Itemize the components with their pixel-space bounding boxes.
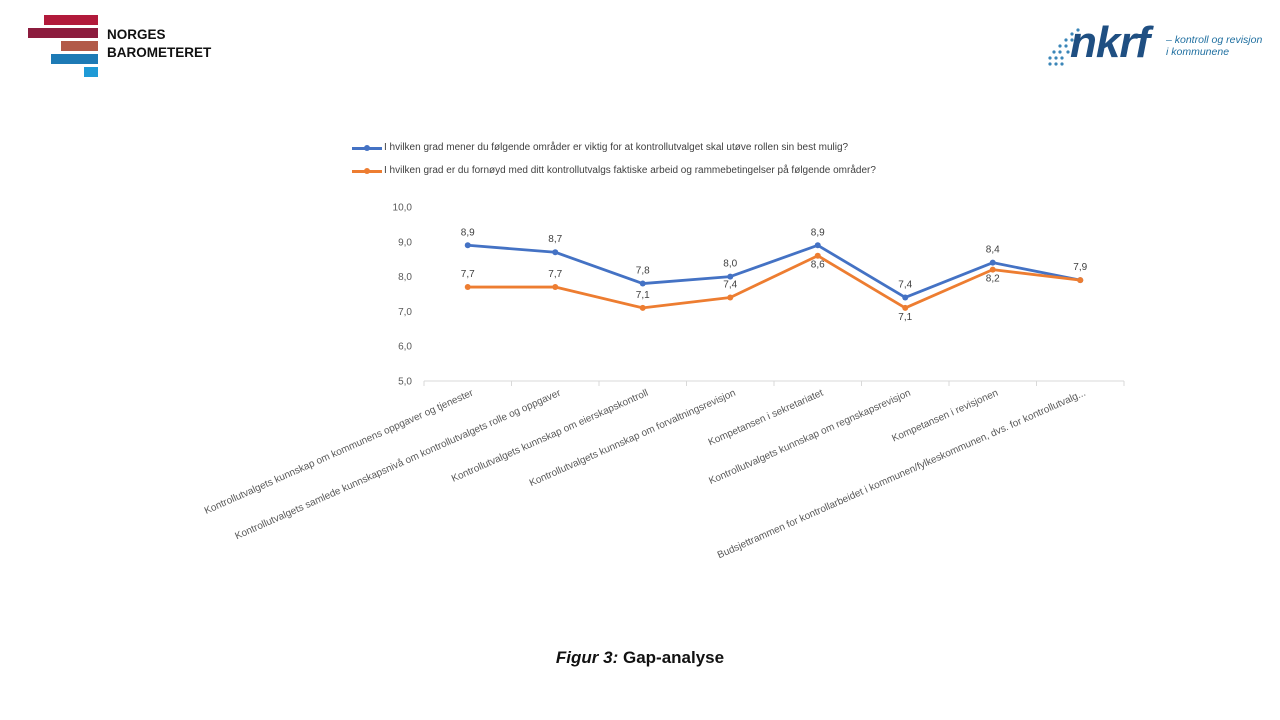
legend-swatch bbox=[352, 166, 382, 176]
legend-swatch bbox=[352, 143, 382, 153]
data-label: 7,1 bbox=[898, 312, 912, 323]
logo-bar bbox=[28, 28, 98, 38]
logo-bar bbox=[51, 54, 98, 64]
data-label: 8,2 bbox=[986, 274, 1000, 285]
data-point-2 bbox=[639, 304, 646, 311]
norgesbarometeret-logo: NORGES BAROMETERET bbox=[28, 14, 228, 84]
y-tick-label: 9,0 bbox=[398, 237, 412, 248]
data-label: 7,8 bbox=[636, 266, 650, 277]
data-point-2 bbox=[1077, 277, 1084, 284]
logo-tagline-line1: – kontroll og revisjon bbox=[1166, 34, 1263, 46]
series-line-2 bbox=[467, 254, 1081, 310]
legend-label: I hvilken grad er du fornøyd med ditt ko… bbox=[384, 165, 876, 176]
logo-line2: BAROMETERET bbox=[107, 45, 212, 60]
data-label: 8,6 bbox=[811, 260, 825, 271]
data-label: 7,4 bbox=[898, 279, 912, 290]
legend-marker bbox=[364, 144, 370, 151]
data-label: 7,4 bbox=[723, 279, 737, 290]
data-point-1 bbox=[727, 273, 734, 280]
data-label: 7,7 bbox=[461, 269, 475, 280]
logo-bar bbox=[44, 15, 98, 25]
data-point-1 bbox=[552, 249, 559, 256]
data-label: 8,7 bbox=[548, 234, 562, 245]
data-point-2 bbox=[902, 304, 909, 311]
data-point-2 bbox=[464, 284, 471, 291]
data-label: 8,0 bbox=[723, 259, 737, 270]
legend-marker bbox=[364, 167, 370, 174]
logo-wordmark: NORGES BAROMETERET bbox=[107, 26, 211, 62]
caption-prefix: Figur 3: bbox=[555, 648, 619, 667]
data-point-1 bbox=[989, 259, 996, 266]
data-point-1 bbox=[464, 242, 471, 249]
logo-line1: NORGES bbox=[107, 27, 166, 42]
logo-wordmark: nkrf bbox=[1070, 18, 1150, 67]
y-tick-label: 5,0 bbox=[398, 377, 412, 388]
data-point-1 bbox=[814, 242, 821, 249]
data-label: 7,7 bbox=[548, 269, 562, 280]
y-tick-label: 6,0 bbox=[398, 342, 412, 353]
y-tick-label: 7,0 bbox=[398, 307, 412, 318]
data-point-1 bbox=[902, 294, 909, 301]
y-tick-label: 8,0 bbox=[398, 272, 412, 283]
logo-dots-icon bbox=[1048, 28, 1080, 66]
logo-bar bbox=[84, 67, 98, 77]
legend-label: I hvilken grad mener du følgende områder… bbox=[384, 142, 849, 153]
logo-tagline: – kontroll og revisjon i kommunene bbox=[1166, 34, 1262, 58]
caption-text: Gap-analyse bbox=[622, 648, 725, 667]
x-tick-label: Kontrollutvalgets samlede kunnskapsnivå … bbox=[233, 387, 563, 543]
legend-item-series2: I hvilken grad er du fornøyd med ditt ko… bbox=[352, 159, 876, 182]
data-label: 8,9 bbox=[461, 227, 475, 238]
nkrf-logo: nkrf – kontroll og revisjon i kommunene bbox=[1044, 18, 1264, 76]
data-point-2 bbox=[552, 284, 559, 291]
data-point-2 bbox=[814, 252, 821, 259]
data-point-2 bbox=[989, 266, 996, 273]
figure-caption: Figur 3: Gap-analyse bbox=[0, 648, 1280, 668]
y-tick-label: 10,0 bbox=[393, 203, 413, 214]
data-point-1 bbox=[639, 280, 646, 287]
series-line-1 bbox=[467, 243, 1081, 299]
chart-legend: I hvilken grad mener du følgende områder… bbox=[352, 136, 876, 182]
data-point-2 bbox=[727, 294, 734, 301]
data-label: 8,4 bbox=[986, 245, 1000, 256]
data-label: 7,9 bbox=[1073, 262, 1087, 273]
data-label: 7,1 bbox=[636, 290, 650, 301]
logo-tagline-line2: i kommunene bbox=[1166, 46, 1230, 58]
legend-item-series1: I hvilken grad mener du følgende områder… bbox=[352, 136, 876, 159]
data-label: 8,9 bbox=[811, 227, 825, 238]
logo-bar bbox=[61, 41, 98, 51]
